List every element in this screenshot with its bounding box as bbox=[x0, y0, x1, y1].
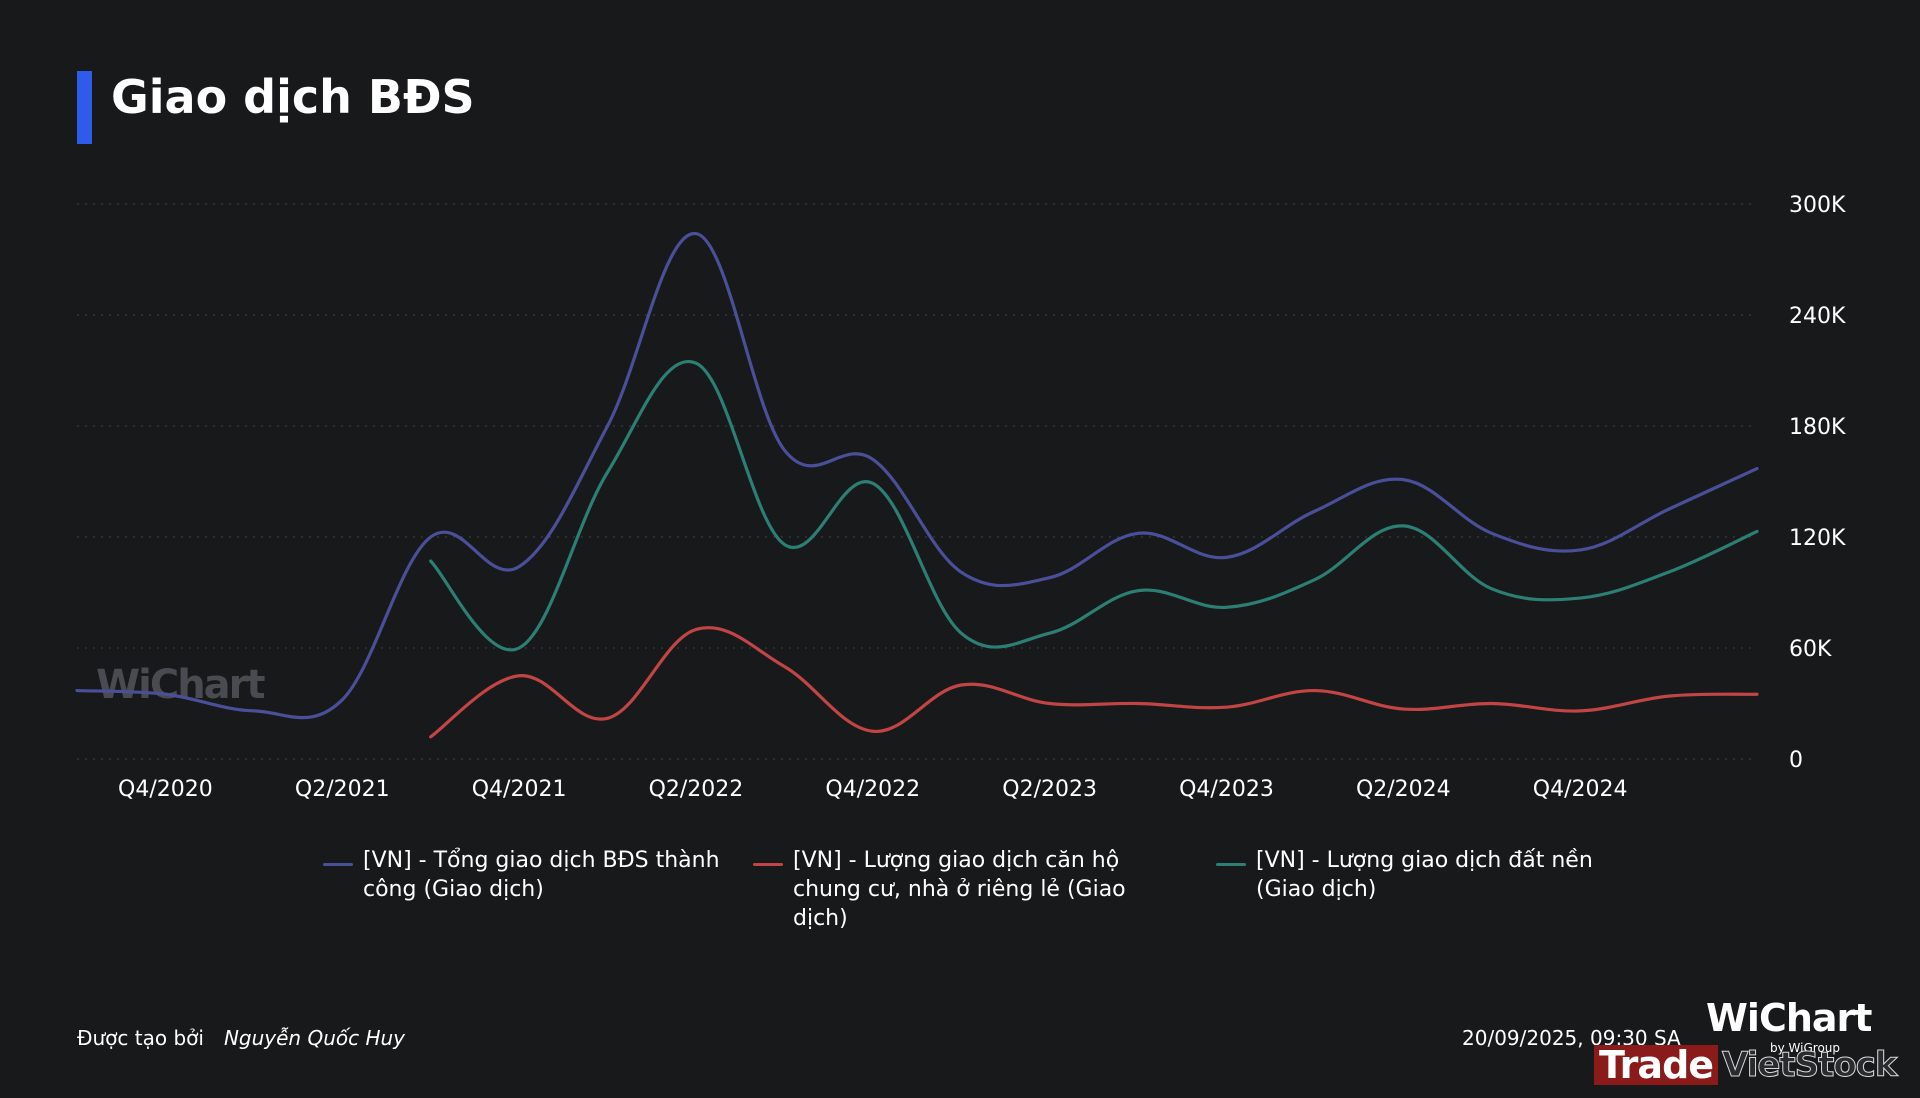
x-tick-label: Q4/2022 bbox=[825, 777, 920, 800]
author-name: Nguyễn Quốc Huy bbox=[223, 1026, 406, 1050]
y-tick-label: 180K bbox=[1789, 415, 1846, 440]
x-tick-label: Q2/2022 bbox=[649, 777, 744, 800]
x-tick-label: Q4/2023 bbox=[1179, 777, 1274, 800]
legend-swatch-total bbox=[323, 863, 353, 866]
y-tick-label: 240K bbox=[1789, 304, 1846, 329]
legend-swatch-apartment bbox=[753, 863, 783, 866]
legend-swatch-land bbox=[1216, 863, 1246, 866]
wichart-logo-sub: by WiGroup bbox=[1770, 1041, 1841, 1055]
trade-logo: Trade bbox=[1594, 1045, 1718, 1085]
y-tick-label: 120K bbox=[1789, 526, 1846, 551]
chart-title: Giao dịch BĐS bbox=[111, 70, 475, 124]
legend-label-total: [VN] - Tổng giao dịch BĐS thành công (Gi… bbox=[363, 848, 720, 902]
x-tick-label: Q4/2024 bbox=[1533, 777, 1628, 800]
line-chart: 0 60K 120K 180K 240K 300K Q4/2020 Q2/2021 Q4/202… bbox=[75, 193, 1846, 800]
y-tick-label: 60K bbox=[1789, 637, 1832, 662]
wichart-logo: WiChart bbox=[1706, 996, 1872, 1040]
x-tick-label: Q2/2021 bbox=[295, 777, 390, 800]
legend-label-apartment: [VN] - Lượng giao dịch căn hộ chung cư, … bbox=[793, 848, 1126, 931]
legend-item-land[interactable]: [VN] - Lượng giao dịch đất nền (Giao dịc… bbox=[1216, 846, 1636, 904]
series-line-total[interactable] bbox=[75, 232, 1759, 720]
series-line-apartment[interactable] bbox=[429, 626, 1759, 739]
wichart-watermark: WiChart bbox=[96, 662, 266, 708]
y-tick-label: 300K bbox=[1789, 193, 1846, 218]
x-tick-label: Q2/2024 bbox=[1356, 777, 1451, 800]
chart-legend: [VN] - Tổng giao dịch BĐS thành công (Gi… bbox=[0, 846, 1920, 931]
vietstock-logo: VietStock bbox=[1722, 1045, 1899, 1086]
x-tick-label: Q4/2020 bbox=[118, 777, 213, 800]
x-tick-label: Q2/2023 bbox=[1002, 777, 1097, 800]
legend-item-total[interactable]: [VN] - Tổng giao dịch BĐS thành công (Gi… bbox=[323, 846, 743, 904]
title-accent-bar bbox=[77, 71, 92, 144]
legend-label-land: [VN] - Lượng giao dịch đất nền (Giao dịc… bbox=[1256, 848, 1593, 902]
created-by-label: Được tạo bởi bbox=[77, 1026, 204, 1050]
y-tick-label: 0 bbox=[1789, 748, 1803, 773]
legend-item-apartment[interactable]: [VN] - Lượng giao dịch căn hộ chung cư, … bbox=[753, 846, 1173, 933]
series-line-land[interactable] bbox=[429, 359, 1759, 652]
x-tick-label: Q4/2021 bbox=[472, 777, 567, 800]
footer-created-by: Được tạo bởi Nguyễn Quốc Huy bbox=[77, 1026, 405, 1050]
